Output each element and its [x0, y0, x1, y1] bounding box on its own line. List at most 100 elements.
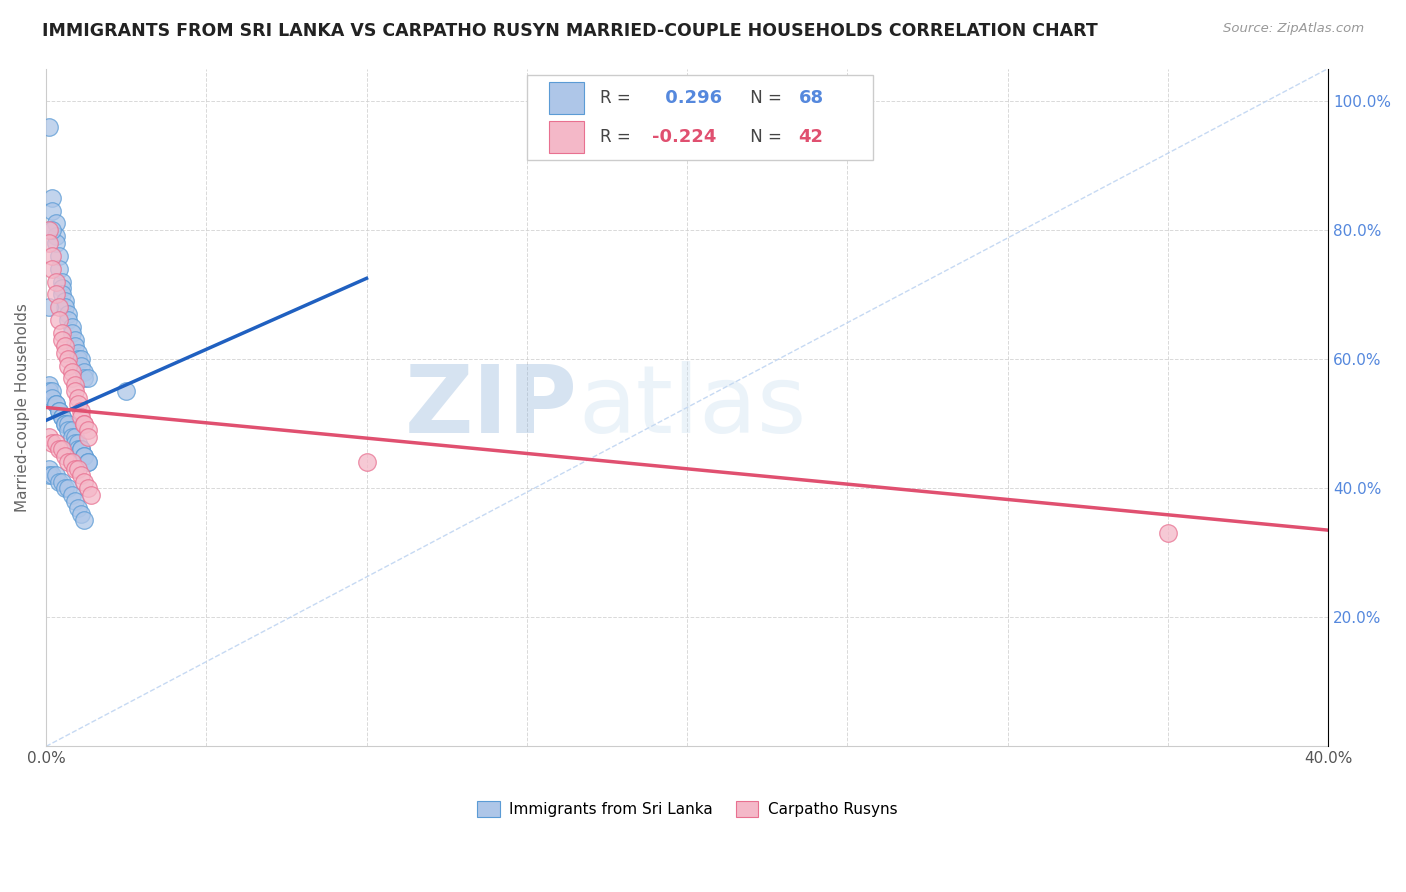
Point	[58, 481, 80, 495]
Text: 68: 68	[799, 89, 824, 107]
Point	[51, 410, 73, 425]
Point	[60, 455, 83, 469]
Point	[48, 442, 70, 457]
Point	[73, 475, 96, 489]
Point	[41, 436, 63, 450]
Point	[76, 455, 98, 469]
Point	[76, 455, 98, 469]
Point	[76, 423, 98, 437]
Point	[70, 468, 93, 483]
Point	[41, 384, 63, 399]
Point	[76, 371, 98, 385]
Point	[66, 345, 89, 359]
Point	[45, 217, 67, 231]
Point	[66, 436, 89, 450]
Point	[51, 442, 73, 457]
Point	[51, 333, 73, 347]
Point	[41, 223, 63, 237]
Text: N =: N =	[745, 89, 787, 107]
Text: N =: N =	[745, 128, 787, 146]
Point	[38, 223, 60, 237]
Point	[58, 313, 80, 327]
FancyBboxPatch shape	[527, 75, 873, 160]
Point	[60, 371, 83, 385]
Point	[48, 301, 70, 315]
Point	[53, 449, 76, 463]
Point	[41, 261, 63, 276]
Point	[70, 442, 93, 457]
Point	[45, 468, 67, 483]
Text: atlas: atlas	[578, 361, 806, 453]
Point	[66, 462, 89, 476]
Point	[73, 417, 96, 431]
Point	[58, 307, 80, 321]
Point	[60, 365, 83, 379]
Point	[58, 352, 80, 367]
Legend: Immigrants from Sri Lanka, Carpatho Rusyns: Immigrants from Sri Lanka, Carpatho Rusy…	[471, 795, 904, 823]
Point	[66, 397, 89, 411]
Point	[58, 455, 80, 469]
Point	[63, 384, 86, 399]
Point	[63, 462, 86, 476]
Point	[38, 462, 60, 476]
Point	[76, 429, 98, 443]
Text: ZIP: ZIP	[405, 361, 578, 453]
Point	[63, 333, 86, 347]
Point	[73, 365, 96, 379]
Text: R =: R =	[600, 128, 636, 146]
Point	[80, 488, 103, 502]
Point	[45, 275, 67, 289]
Point	[38, 377, 60, 392]
Point	[45, 397, 67, 411]
Point	[70, 359, 93, 373]
Text: 42: 42	[799, 128, 824, 146]
FancyBboxPatch shape	[548, 82, 585, 114]
Point	[38, 429, 60, 443]
Point	[38, 120, 60, 134]
Point	[53, 339, 76, 353]
Point	[53, 301, 76, 315]
Point	[60, 488, 83, 502]
FancyBboxPatch shape	[548, 121, 585, 153]
Point	[70, 403, 93, 417]
Y-axis label: Married-couple Households: Married-couple Households	[15, 303, 30, 512]
Point	[66, 391, 89, 405]
Text: -0.224: -0.224	[652, 128, 717, 146]
Point	[48, 403, 70, 417]
Point	[48, 249, 70, 263]
Point	[41, 468, 63, 483]
Point	[70, 442, 93, 457]
Point	[73, 371, 96, 385]
Point	[45, 287, 67, 301]
Point	[66, 500, 89, 515]
Point	[73, 449, 96, 463]
Point	[45, 436, 67, 450]
Point	[51, 287, 73, 301]
Point	[60, 429, 83, 443]
Point	[76, 481, 98, 495]
Point	[60, 423, 83, 437]
Point	[73, 449, 96, 463]
Point	[51, 326, 73, 341]
Point	[48, 313, 70, 327]
Point	[48, 261, 70, 276]
Point	[41, 391, 63, 405]
Point	[63, 377, 86, 392]
Point	[53, 481, 76, 495]
Point	[51, 410, 73, 425]
Point	[53, 417, 76, 431]
Point	[51, 475, 73, 489]
Point	[38, 301, 60, 315]
Point	[1157, 526, 1180, 541]
Point	[70, 352, 93, 367]
Point	[66, 442, 89, 457]
Point	[48, 475, 70, 489]
Point	[53, 345, 76, 359]
Point	[63, 436, 86, 450]
Point	[51, 281, 73, 295]
Text: IMMIGRANTS FROM SRI LANKA VS CARPATHO RUSYN MARRIED-COUPLE HOUSEHOLDS CORRELATIO: IMMIGRANTS FROM SRI LANKA VS CARPATHO RU…	[42, 22, 1098, 40]
Point	[41, 203, 63, 218]
Point	[63, 494, 86, 508]
Text: Source: ZipAtlas.com: Source: ZipAtlas.com	[1223, 22, 1364, 36]
Point	[58, 423, 80, 437]
